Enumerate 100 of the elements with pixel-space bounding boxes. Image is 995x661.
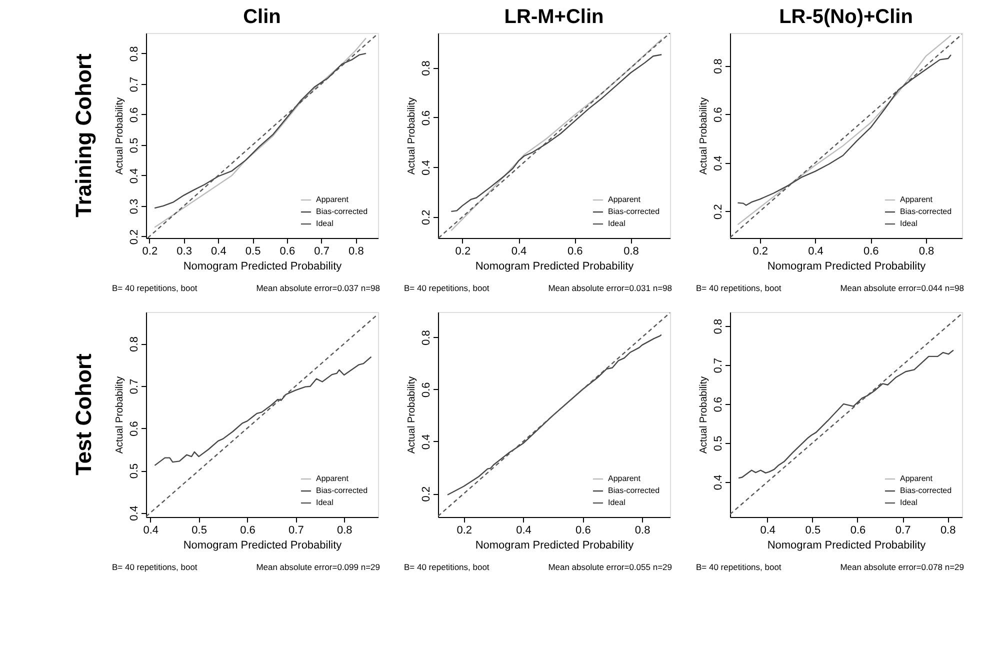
y-axis-title: Actual Probability bbox=[114, 376, 126, 454]
x-tick-label: 0.8 bbox=[624, 246, 639, 258]
text: Mean absolute error=0.078 n=29 bbox=[840, 562, 964, 572]
y-tick-label: 0.8 bbox=[712, 318, 724, 334]
x-tick-label: 0.6 bbox=[240, 524, 256, 536]
text: B= 40 repetitions, boot bbox=[112, 283, 198, 293]
x-tick-label: 0.2 bbox=[455, 246, 471, 258]
legend-label: Apparent bbox=[316, 474, 350, 483]
x-tick-label: 0.6 bbox=[576, 524, 591, 536]
x-tick-label: 0.4 bbox=[143, 524, 159, 536]
legend-label: Apparent bbox=[608, 195, 642, 204]
text: B= 40 repetitions, boot bbox=[112, 562, 198, 572]
x-axis-title: Nomogram Predicted Probability bbox=[767, 540, 926, 552]
text: Test Cohort bbox=[71, 352, 96, 476]
x-tick-label: 0.6 bbox=[280, 246, 296, 258]
x-tick-label: 0.2 bbox=[142, 246, 158, 258]
y-tick-label: 0.2 bbox=[128, 229, 140, 245]
x-axis-title: Nomogram Predicted Probability bbox=[767, 260, 926, 272]
legend-label: Apparent bbox=[608, 474, 642, 483]
legend-label: Apparent bbox=[316, 195, 350, 204]
chart-title: LR-5(No)+Clin bbox=[779, 6, 913, 28]
x-tick-label: 0.2 bbox=[752, 246, 768, 258]
line-series bbox=[154, 52, 367, 209]
legend-label: Apparent bbox=[900, 474, 934, 483]
x-tick-label: 0.5 bbox=[805, 524, 821, 536]
y-tick-label: 0.4 bbox=[420, 160, 432, 176]
text: Mean absolute error=0.031 n=98 bbox=[548, 283, 672, 293]
y-tick-label: 0.6 bbox=[712, 396, 724, 412]
x-tick-label: 0.6 bbox=[863, 246, 879, 258]
y-tick-label: 0.8 bbox=[420, 330, 432, 346]
text: B= 40 repetitions, boot bbox=[696, 283, 782, 293]
x-axis-title: Nomogram Predicted Probability bbox=[183, 540, 342, 552]
y-axis-title: Actual Probability bbox=[698, 376, 710, 454]
text: B= 40 repetitions, boot bbox=[696, 562, 782, 572]
y-tick-label: 0.5 bbox=[712, 436, 724, 452]
legend-label: Bias-corrected bbox=[316, 486, 368, 495]
legend-label: Bias-corrected bbox=[316, 207, 368, 216]
y-tick-label: 0.4 bbox=[420, 434, 432, 450]
y-tick-label: 0.4 bbox=[712, 474, 724, 490]
x-tick-label: 0.4 bbox=[511, 246, 527, 258]
y-tick-label: 0.8 bbox=[420, 60, 432, 76]
x-tick-label: 0.4 bbox=[760, 524, 776, 536]
line-series bbox=[450, 54, 662, 212]
text: Mean absolute error=0.037 n=98 bbox=[256, 283, 380, 293]
y-tick-label: 0.4 bbox=[128, 506, 140, 521]
x-tick-label: 0.6 bbox=[567, 246, 583, 258]
legend-label: Ideal bbox=[900, 219, 918, 228]
y-tick-label: 0.2 bbox=[420, 486, 432, 502]
text: Training Cohort bbox=[71, 52, 96, 218]
y-tick-label: 0.7 bbox=[128, 378, 140, 394]
x-tick-label: 0.7 bbox=[895, 524, 911, 536]
text: Mean absolute error=0.099 n=29 bbox=[256, 562, 380, 572]
x-tick-label: 0.6 bbox=[850, 524, 866, 536]
x-tick-label: 0.2 bbox=[456, 524, 472, 536]
chart-title: Clin bbox=[243, 6, 281, 28]
text: B= 40 repetitions, boot bbox=[404, 283, 490, 293]
legend-label: Ideal bbox=[316, 219, 334, 228]
y-tick-label: 0.5 bbox=[128, 138, 140, 154]
line-series bbox=[737, 54, 952, 206]
x-tick-label: 0.5 bbox=[192, 524, 207, 536]
y-tick-label: 0.6 bbox=[128, 421, 140, 436]
y-tick-label: 0.6 bbox=[712, 107, 724, 122]
y-tick-label: 0.2 bbox=[712, 204, 724, 220]
legend-label: Ideal bbox=[316, 498, 334, 507]
line-series bbox=[154, 356, 372, 466]
x-tick-label: 0.4 bbox=[516, 524, 532, 536]
legend-label: Ideal bbox=[608, 219, 626, 228]
text: Mean absolute error=0.044 n=98 bbox=[840, 283, 964, 293]
y-tick-label: 0.8 bbox=[128, 336, 140, 352]
legend-label: Ideal bbox=[608, 498, 626, 507]
y-tick-label: 0.3 bbox=[128, 198, 140, 214]
x-axis-title: Nomogram Predicted Probability bbox=[475, 540, 634, 552]
text: B= 40 repetitions, boot bbox=[404, 562, 490, 572]
legend-label: Apparent bbox=[900, 195, 934, 204]
legend-label: Bias-corrected bbox=[900, 486, 952, 495]
x-tick-label: 0.7 bbox=[288, 524, 304, 536]
x-axis-title: Nomogram Predicted Probability bbox=[475, 260, 634, 272]
x-tick-label: 0.8 bbox=[336, 524, 352, 536]
y-tick-label: 0.6 bbox=[128, 107, 140, 123]
x-tick-label: 0.3 bbox=[176, 246, 192, 258]
legend-label: Bias-corrected bbox=[900, 207, 952, 216]
line-series bbox=[446, 334, 662, 496]
text: Mean absolute error=0.055 n=29 bbox=[548, 562, 672, 572]
chart-title: LR-M+Clin bbox=[504, 6, 604, 28]
x-tick-label: 0.8 bbox=[348, 246, 364, 258]
x-tick-label: 0.7 bbox=[314, 246, 330, 258]
y-tick-label: 0.2 bbox=[420, 210, 432, 226]
x-tick-label: 0.8 bbox=[940, 524, 956, 536]
x-tick-label: 0.4 bbox=[808, 246, 824, 258]
legend-label: Bias-corrected bbox=[608, 207, 660, 216]
y-axis-title: Actual Probability bbox=[406, 97, 418, 175]
legend-label: Ideal bbox=[900, 498, 918, 507]
y-tick-label: 0.8 bbox=[712, 58, 724, 74]
y-tick-label: 0.5 bbox=[128, 463, 140, 479]
y-tick-label: 0.6 bbox=[420, 110, 432, 126]
y-tick-label: 0.7 bbox=[712, 358, 724, 374]
y-axis-title: Actual Probability bbox=[114, 97, 126, 175]
y-tick-label: 0.4 bbox=[128, 168, 140, 184]
x-tick-label: 0.5 bbox=[245, 246, 261, 258]
x-tick-label: 0.8 bbox=[634, 524, 650, 536]
